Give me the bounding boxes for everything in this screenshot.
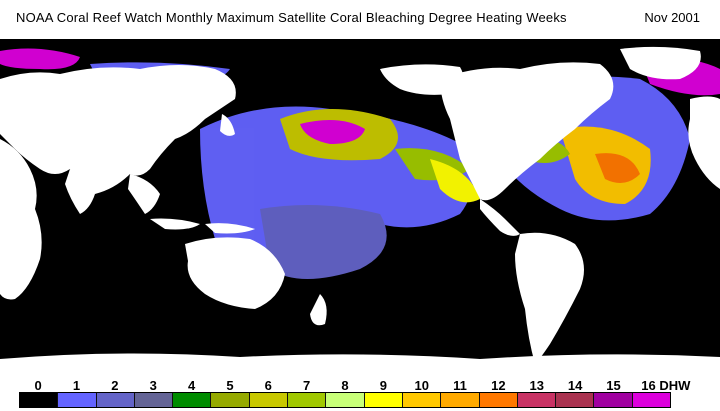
legend-label: 0 — [34, 378, 42, 393]
legend-swatch — [326, 393, 365, 407]
legend-label: 2 — [111, 378, 119, 393]
legend-label: 16 DHW — [641, 378, 691, 393]
legend-swatch — [249, 393, 289, 407]
legend-swatch — [288, 393, 327, 407]
legend-swatch — [556, 393, 595, 407]
legend-label: 7 — [303, 378, 311, 393]
world-map-svg — [0, 39, 720, 370]
map-title-bar: NOAA Coral Reef Watch Monthly Maximum Sa… — [0, 10, 720, 32]
legend-label: 15 — [606, 378, 621, 393]
legend-swatch — [173, 393, 212, 407]
legend-label: 1 — [72, 378, 81, 393]
legend-label: 5 — [226, 378, 234, 393]
legend-swatch — [134, 393, 174, 407]
legend-swatch — [364, 393, 403, 407]
legend-swatch — [58, 393, 97, 407]
legend-label: 10 — [414, 378, 429, 393]
color-scale-legend — [19, 392, 671, 408]
legend-swatch — [20, 393, 59, 407]
legend-labels: 0 1 2 3 4 5 6 7 8 9 10 11 12 13 14 15 16 DHW — [0, 378, 720, 393]
legend-label: 12 — [491, 378, 506, 393]
legend-label: 13 — [529, 378, 544, 393]
legend-swatch — [632, 393, 671, 407]
map-title: NOAA Coral Reef Watch Monthly Maximum Sa… — [16, 10, 567, 25]
legend-swatch — [479, 393, 518, 407]
land-masses — [0, 46, 720, 370]
legend-label: 11 — [453, 378, 467, 393]
legend-swatch — [96, 393, 135, 407]
legend-label: 3 — [149, 378, 157, 393]
legend-label: 4 — [187, 378, 196, 393]
legend-label: 6 — [264, 378, 272, 393]
legend-label: 14 — [567, 378, 583, 393]
legend-swatch — [517, 393, 557, 407]
legend-swatch — [211, 393, 250, 407]
legend-swatch — [594, 393, 633, 407]
legend-swatch — [402, 393, 442, 407]
legend-swatch — [441, 393, 480, 407]
map-date: Nov 2001 — [644, 10, 700, 25]
legend-label: 8 — [341, 378, 349, 393]
world-map — [0, 39, 720, 370]
legend-label: 9 — [379, 378, 387, 393]
